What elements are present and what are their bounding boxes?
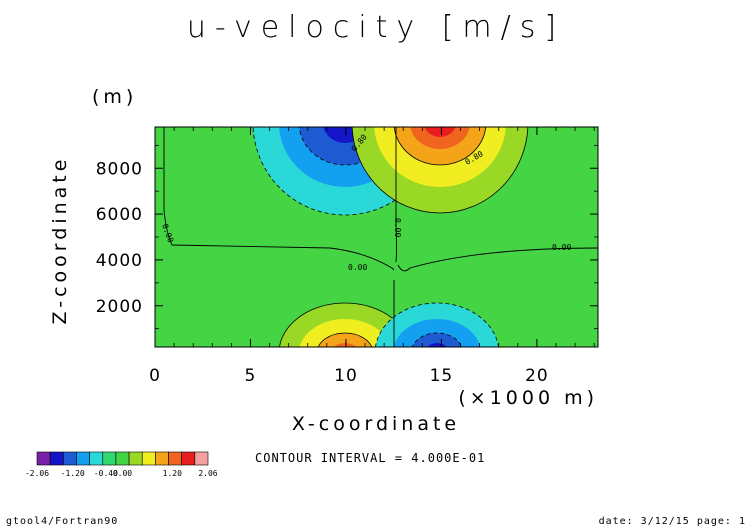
colorbar-label: 2.06 xyxy=(198,469,217,478)
contour-label: 0.00 xyxy=(393,218,402,237)
contour-label: 0.00 xyxy=(552,243,571,252)
y-tick-label: 6000 xyxy=(96,205,143,225)
y-tick-label: 8000 xyxy=(96,159,143,179)
colorbar-swatch xyxy=(168,451,182,466)
colorbar-swatch xyxy=(63,451,77,466)
colorbar xyxy=(36,451,209,466)
colorbar-swatch xyxy=(102,451,117,466)
colorbar-swatch xyxy=(194,451,209,466)
colorbar-swatch xyxy=(155,451,169,466)
y-axis-title: Z-coordinate xyxy=(49,156,71,325)
x-tick-label: 15 xyxy=(430,366,454,386)
y-axis-ticks: 2000 4000 6000 8000 xyxy=(96,144,598,330)
y-axis-unit: (m) xyxy=(92,86,137,108)
positive-cell-bottom xyxy=(279,302,411,347)
footer-program: gtool4/Fortran90 xyxy=(6,516,119,527)
y-tick-label: 4000 xyxy=(96,251,143,271)
colorbar-swatch xyxy=(89,451,104,466)
colorbar-label: 0.00 xyxy=(113,469,132,478)
colorbar-labels: -2.06 -1.20 -0.400.00 1.20 2.06 xyxy=(25,469,218,478)
zero-contours xyxy=(163,127,598,347)
colorbar-swatch xyxy=(181,451,196,466)
x-axis-title: X-coordinate xyxy=(292,413,460,435)
colorbar-label: -0.40 xyxy=(94,469,118,478)
positive-cell-top xyxy=(351,127,529,214)
x-tick-label: 5 xyxy=(245,366,257,386)
negative-cell-bottom xyxy=(375,302,499,347)
colorbar-swatch xyxy=(128,451,143,466)
colorbar-swatch xyxy=(49,451,64,466)
x-tick-label: 20 xyxy=(525,366,549,386)
x-axis-ticks: 0 5 10 15 20 xyxy=(149,127,595,386)
colorbar-swatch xyxy=(76,451,90,466)
y-tick-label: 2000 xyxy=(96,297,143,317)
colorbar-swatch xyxy=(115,451,130,466)
colorbar-label: -2.06 xyxy=(25,469,49,478)
chart-title: u-velocity [m/s] xyxy=(186,10,566,45)
footer-date: date: 3/12/15 page: 1 xyxy=(598,516,746,527)
colorbar-swatch xyxy=(141,451,156,466)
x-tick-label: 10 xyxy=(334,366,358,386)
contour-label: 0.00 xyxy=(348,263,367,272)
contour-interval-text: CONTOUR INTERVAL = 4.000E-01 xyxy=(255,451,486,465)
x-tick-label: 0 xyxy=(149,366,161,386)
colorbar-label: 1.20 xyxy=(163,469,182,478)
colorbar-label: -1.20 xyxy=(61,469,85,478)
colorbar-swatch xyxy=(36,451,51,466)
x-axis-unit: (×1000 m) xyxy=(458,387,598,409)
contour-field xyxy=(155,127,598,347)
